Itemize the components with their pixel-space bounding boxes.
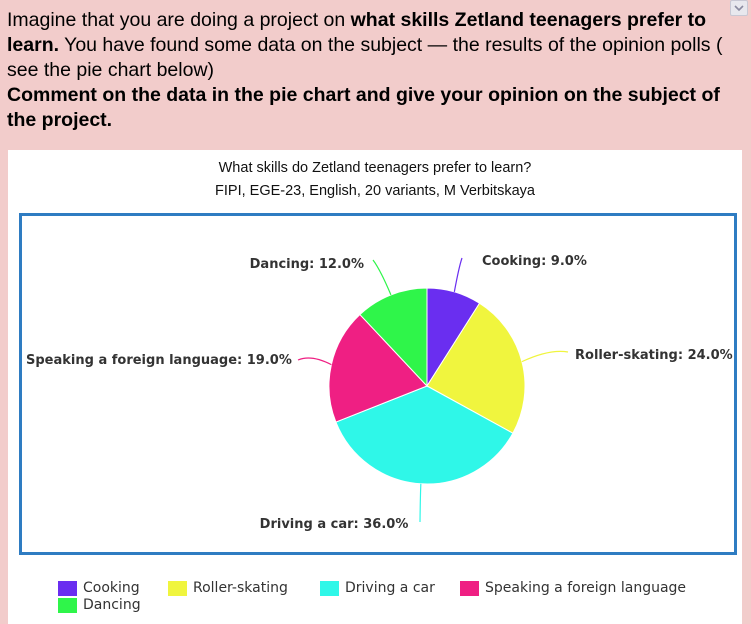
pie-slice-speaking-a-foreign-language[interactable]: [328, 313, 428, 423]
task-instructions: Imagine that you are doing a project on …: [7, 8, 737, 133]
leader-line-cooking: [453, 257, 463, 292]
pie-slice-roller-skating[interactable]: [426, 302, 526, 434]
legend-swatch-roller-skating: [168, 581, 187, 596]
chart-panel: What skills do Zetland teenagers prefer …: [8, 150, 742, 624]
pie-slice-dancing[interactable]: [359, 287, 428, 388]
chart-legend: Cooking Roller-skating Driving a car Spe…: [58, 578, 742, 618]
plot-frame: [19, 213, 737, 555]
task-text-instruction: Comment on the data in the pie chart and…: [7, 84, 720, 131]
data-label-dancing: Dancing: 12.0%: [250, 257, 364, 272]
legend-swatch-dancing: [58, 598, 77, 613]
leader-line-driving-a-car: [419, 483, 422, 523]
legend-swatch-speaking: [460, 581, 479, 596]
data-label-driving-a-car: Driving a car: 36.0%: [260, 517, 409, 532]
leader-line-speaking-a-foreign-language: [297, 357, 332, 366]
leader-line-dancing: [372, 259, 392, 296]
data-label-roller-skating: Roller-skating: 24.0%: [575, 348, 733, 363]
task-text-topic: what skills Zetland teenagers prefer to …: [7, 9, 707, 56]
chart-title: What skills do Zetland teenagers prefer …: [218, 160, 532, 176]
legend-label-dancing: Dancing: [83, 597, 141, 613]
legend-label-speaking: Speaking a foreign language: [485, 580, 687, 596]
legend-swatch-cooking: [58, 581, 77, 596]
pie-slice-driving-a-car[interactable]: [335, 385, 514, 485]
pie-chart: Cooking: 9.0% Roller-skating: 24.0% Drivin…: [26, 254, 733, 532]
legend-label-cooking: Cooking: [83, 580, 140, 596]
data-label-cooking: Cooking: 9.0%: [482, 254, 587, 269]
leader-line-roller-skating: [521, 350, 569, 363]
legend-swatch-driving-a-car: [320, 581, 339, 596]
task-text-context: You have found some data on the subject …: [7, 34, 723, 81]
legend-label-driving-a-car: Driving a car: [345, 580, 435, 596]
task-text-intro: Imagine that you are doing a project on: [7, 9, 351, 31]
dropdown-toggle-button[interactable]: [730, 0, 748, 16]
legend-label-roller-skating: Roller-skating: [193, 580, 288, 596]
chevron-down-icon: [734, 5, 744, 12]
data-label-speaking-a-foreign-language: Speaking a foreign language: 19.0%: [26, 353, 292, 368]
chart-subtitle: FIPI, EGE-23, English, 20 variants, M Ve…: [215, 183, 535, 199]
